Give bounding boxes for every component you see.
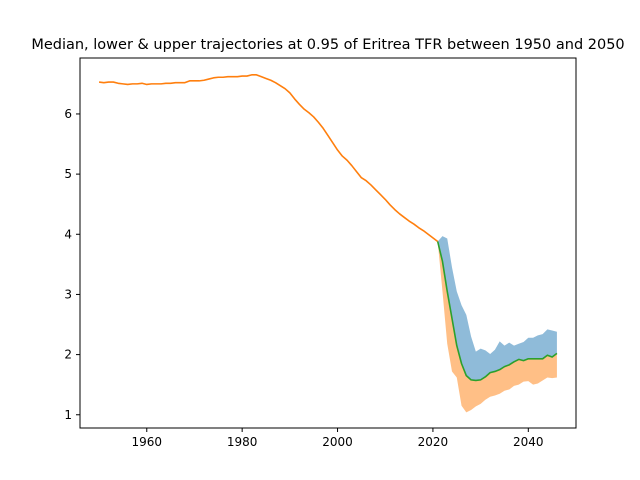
plot-frame: [79, 57, 577, 429]
y-tick-label: 3: [64, 287, 72, 301]
y-tick-label: 2: [64, 348, 72, 362]
y-tick-label: 6: [64, 107, 72, 121]
history-line: [98, 74, 439, 243]
upper-band-area: [437, 236, 557, 381]
chart-title: Median, lower & upper trajectories at 0.…: [31, 37, 624, 53]
x-tick-label: 2020: [418, 435, 449, 449]
y-tick-label: 5: [64, 167, 72, 181]
x-tick-label: 2000: [322, 435, 353, 449]
lower-band-area: [437, 241, 557, 413]
x-tick-label: 1960: [131, 435, 162, 449]
x-tick-label: 1980: [227, 435, 258, 449]
median-line: [436, 241, 558, 382]
y-tick-label: 4: [64, 227, 72, 241]
y-tick-label: 1: [64, 408, 72, 422]
x-tick-label: 2040: [513, 435, 544, 449]
